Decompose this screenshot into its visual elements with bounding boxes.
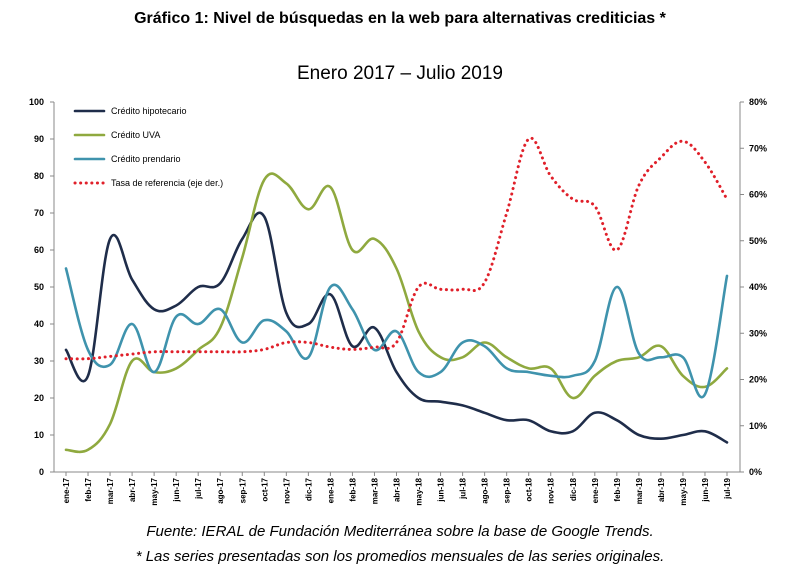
- chart-title: Gráfico 1: Nivel de búsquedas en la web …: [134, 10, 666, 27]
- y-tick-right-label: 60%: [749, 190, 767, 200]
- y-tick-right-label: 30%: [749, 328, 767, 338]
- x-tick-label: jun-19: [701, 477, 710, 502]
- y-tick-left-label: 0: [39, 467, 44, 477]
- x-tick-label: may-17: [150, 477, 159, 505]
- y-tick-right-label: 10%: [749, 421, 767, 431]
- y-tick-right-label: 50%: [749, 236, 767, 246]
- y-tick-right-label: 40%: [749, 282, 767, 292]
- chart-axes: 0 10 20 30 40 50 60 70 80 90 100 0% 10% 20% 30% 40% 50% 6…: [29, 97, 767, 506]
- x-tick-label: dic-17: [304, 477, 313, 501]
- y-tick-left-label: 10: [34, 430, 44, 440]
- x-tick-label: oct-18: [525, 477, 534, 501]
- x-tick-label: mar-17: [106, 477, 115, 504]
- x-tick-label: jul-17: [194, 477, 203, 499]
- x-tick-label: ene-17: [62, 477, 71, 503]
- x-tick-label: may-18: [415, 477, 424, 505]
- x-tick-label: feb-18: [348, 477, 357, 501]
- y-tick-right-label: 0%: [749, 467, 762, 477]
- x-tick-label: may-19: [679, 477, 688, 505]
- legend-item-credito-hipotecario-label: Crédito hipotecario: [111, 106, 187, 116]
- x-tick-label: ene-19: [591, 477, 600, 503]
- legend-item-credito-prendario-label: Crédito prendario: [111, 154, 181, 164]
- x-tick-label: ago-18: [481, 477, 490, 503]
- x-tick-label: feb-19: [613, 477, 622, 501]
- x-tick-label: ene-18: [326, 477, 335, 503]
- x-tick-label: jul-18: [459, 477, 468, 499]
- chart-source: Fuente: IERAL de Fundación Mediterránea …: [146, 523, 654, 540]
- x-tick-label: dic-18: [569, 477, 578, 501]
- chart-subtitle: Enero 2017 – Julio 2019: [297, 63, 503, 84]
- y-tick-right-label: 70%: [749, 143, 767, 153]
- y-tick-left-label: 70: [34, 208, 44, 218]
- line-chart: 0 10 20 30 40 50 60 70 80 90 100 0% 10% 20% 30% 40% 50% 6…: [29, 97, 767, 506]
- x-tick-label: oct-17: [260, 477, 269, 501]
- y-tick-left-label: 100: [29, 97, 44, 107]
- chart-note: * Las series presentadas son los promedi…: [135, 548, 665, 565]
- y-tick-right-label: 80%: [749, 97, 767, 107]
- x-tick-label: sep-18: [503, 477, 512, 503]
- x-tick-label: feb-17: [84, 477, 93, 501]
- x-tick-label: nov-18: [547, 477, 556, 503]
- x-tick-label: nov-17: [282, 477, 291, 503]
- x-tick-label: ago-17: [216, 477, 225, 503]
- y-tick-left-label: 40: [34, 319, 44, 329]
- series-credito-prendario: [64, 267, 729, 399]
- x-tick-label: jul-19: [723, 477, 732, 499]
- x-tick-label: jun-17: [172, 477, 181, 502]
- legend-item-tasa-de-referencia-label: Tasa de referencia (eje der.): [111, 178, 223, 188]
- y-tick-left-label: 60: [34, 245, 44, 255]
- x-tick-label: mar-19: [635, 477, 644, 504]
- x-tick-label: abr-17: [128, 477, 137, 502]
- y-tick-left-label: 20: [34, 393, 44, 403]
- legend-item-credito-uva-label: Crédito UVA: [111, 130, 160, 140]
- chart-series: [64, 136, 729, 454]
- x-tick-label: sep-17: [238, 477, 247, 503]
- x-tick-label: abr-19: [657, 477, 666, 502]
- series-tasa-de-referencia: [64, 136, 729, 361]
- y-tick-left-label: 80: [34, 171, 44, 181]
- series-credito-hipotecario: [64, 211, 729, 444]
- chart-legend: Crédito hipotecario Crédito UVA Crédito pr…: [73, 106, 223, 188]
- y-tick-left-label: 90: [34, 134, 44, 144]
- series-credito-uva: [64, 172, 729, 454]
- y-tick-left-label: 30: [34, 356, 44, 366]
- y-tick-right-label: 20%: [749, 375, 767, 385]
- x-tick-label: jun-18: [437, 477, 446, 502]
- x-tick-label: mar-18: [370, 477, 379, 504]
- x-tick-label: abr-18: [393, 477, 402, 502]
- y-tick-left-label: 50: [34, 282, 44, 292]
